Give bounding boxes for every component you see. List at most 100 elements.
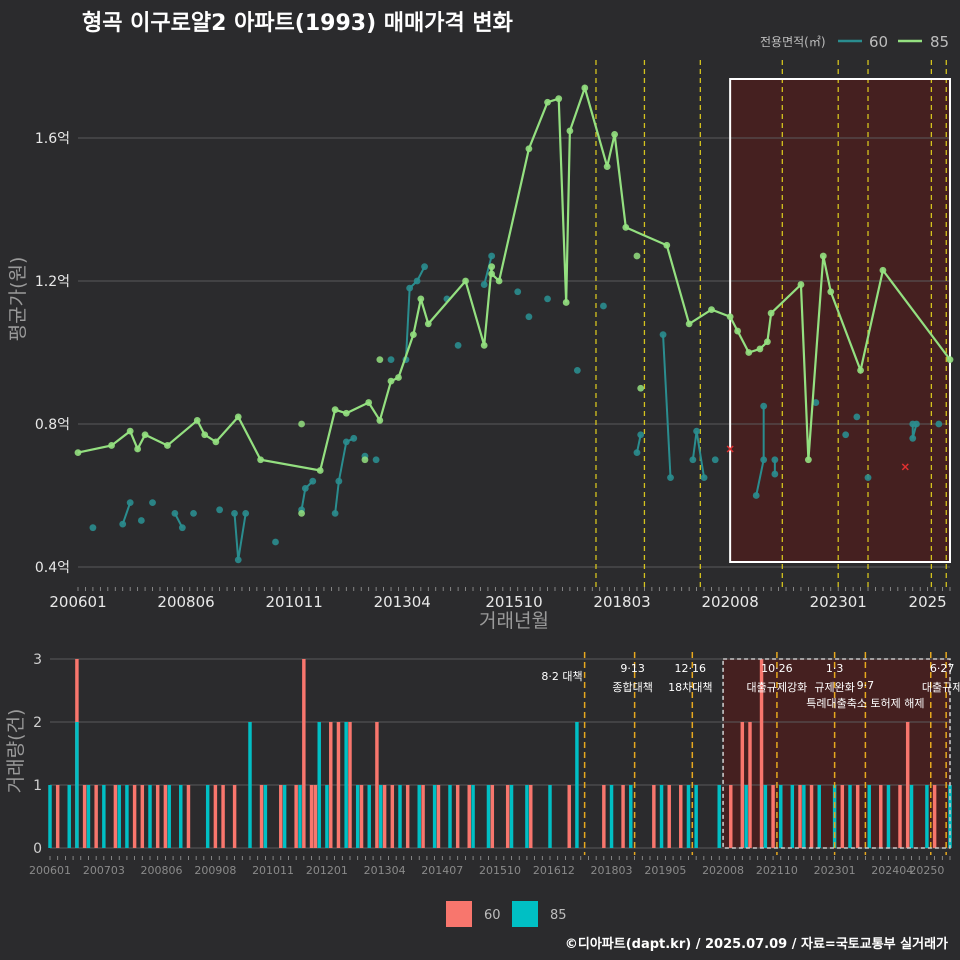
- data-point-60: [760, 402, 768, 410]
- data-point-85: [566, 127, 574, 135]
- bar-85: [909, 785, 914, 848]
- x-tick-label: 20250: [909, 864, 944, 877]
- bar-60: [652, 785, 656, 848]
- data-point-85: [946, 356, 954, 364]
- bar-60: [905, 722, 910, 848]
- bar-60: [94, 785, 98, 848]
- data-point-85: [764, 338, 771, 346]
- data-point-85: [767, 309, 775, 317]
- bar-85: [886, 785, 891, 848]
- volume-chart: 0 1 2 3 8·2 대책 9·13 종합대책 12·16 18차대책 10·26 대출규제강화 1…: [5, 652, 960, 877]
- bar-60: [840, 785, 845, 848]
- bottom-legend-label-85: 85: [550, 908, 567, 923]
- bar-85: [717, 785, 721, 848]
- data-point-60: [216, 506, 224, 514]
- data-point-85: [164, 442, 171, 449]
- series-segment-60: [300, 488, 307, 510]
- data-point-60: [137, 517, 145, 524]
- series-85: [74, 84, 954, 474]
- bar-85: [86, 785, 91, 848]
- data-point-85: [495, 277, 503, 285]
- bar-60: [348, 722, 352, 848]
- bar-85: [779, 785, 783, 848]
- data-point-60: [480, 281, 488, 288]
- bar-60: [55, 785, 60, 848]
- data-point-60: [272, 538, 279, 546]
- bottom-legend-swatch-60: [446, 901, 472, 927]
- data-point-60: [309, 477, 317, 485]
- bar-85: [298, 785, 302, 848]
- data-point-85: [603, 163, 611, 171]
- bar-60: [329, 722, 333, 848]
- bar-85: [117, 785, 121, 848]
- data-point-60: [149, 499, 156, 507]
- data-point-85: [365, 399, 373, 406]
- bar-85: [75, 722, 79, 848]
- series-segment-60: [755, 459, 765, 496]
- data-point-60: [421, 263, 428, 271]
- data-point-60: [387, 356, 395, 364]
- x-tick-label: 2025: [909, 593, 947, 611]
- data-point-60: [372, 456, 380, 464]
- data-point-60: [693, 427, 700, 435]
- y-tick-label: 1.6억: [35, 131, 70, 147]
- data-point-85: [387, 377, 395, 385]
- y-tick-label: 0: [33, 841, 42, 857]
- y-tick-label: 1: [33, 778, 42, 794]
- x-tick-label: 201905: [644, 864, 686, 877]
- bar-60: [155, 785, 160, 848]
- policy-label: 9·7: [857, 679, 875, 692]
- bar-60: [621, 785, 625, 848]
- bar-60: [140, 785, 145, 848]
- x-minor-ticks: [77, 587, 951, 591]
- bar-85: [629, 785, 633, 848]
- bar-85: [448, 785, 452, 848]
- series-segment-60: [233, 513, 240, 560]
- y-tick-label: 0.4억: [35, 560, 70, 576]
- bar-60: [879, 785, 883, 848]
- x-tick-label: 201510: [479, 864, 521, 877]
- data-point-85: [544, 98, 551, 106]
- bottom-legend-swatch-85: [512, 901, 538, 927]
- data-point-85: [331, 406, 339, 414]
- bar-60: [505, 785, 510, 848]
- data-point-60: [853, 413, 861, 421]
- data-point-85: [663, 241, 671, 249]
- x-tick-label: 202008: [702, 593, 759, 611]
- bar-85: [48, 785, 52, 848]
- data-point-85: [298, 509, 305, 517]
- bar-60: [740, 722, 745, 848]
- data-point-60: [331, 509, 339, 517]
- bottom-legend-label-60: 60: [484, 908, 501, 923]
- bar-60: [898, 785, 902, 848]
- bar-60: [213, 785, 218, 848]
- bar-85: [609, 785, 614, 848]
- data-point-60: [909, 434, 917, 442]
- bar-60: [421, 785, 425, 848]
- x-tick-label: 201803: [593, 593, 650, 611]
- data-point-60: [342, 438, 350, 446]
- legend-label-60: 60: [869, 33, 888, 51]
- data-point-85: [201, 431, 209, 439]
- cancelled-mark: [901, 463, 909, 471]
- y-tick-label: 0.8억: [35, 417, 70, 433]
- y-axis-title: 거래량(건): [5, 709, 27, 794]
- bar-60: [279, 785, 283, 848]
- data-point-60: [406, 284, 414, 292]
- data-point-85: [424, 320, 432, 328]
- series-segment-60: [237, 513, 247, 561]
- bar-85: [248, 722, 252, 848]
- bar-60: [809, 785, 814, 848]
- bar-85: [317, 722, 321, 848]
- highlight-frame: [722, 658, 951, 849]
- bar-60: [759, 659, 764, 848]
- x-tick-label: 202301: [810, 593, 867, 611]
- bar-85: [167, 785, 171, 848]
- bar-85: [102, 785, 106, 848]
- x-tick-label: 202008: [702, 864, 744, 877]
- data-point-60: [234, 556, 242, 564]
- bar-60: [729, 785, 733, 848]
- bar-85: [948, 785, 952, 848]
- series-60: [89, 252, 943, 564]
- data-point-85: [622, 223, 630, 231]
